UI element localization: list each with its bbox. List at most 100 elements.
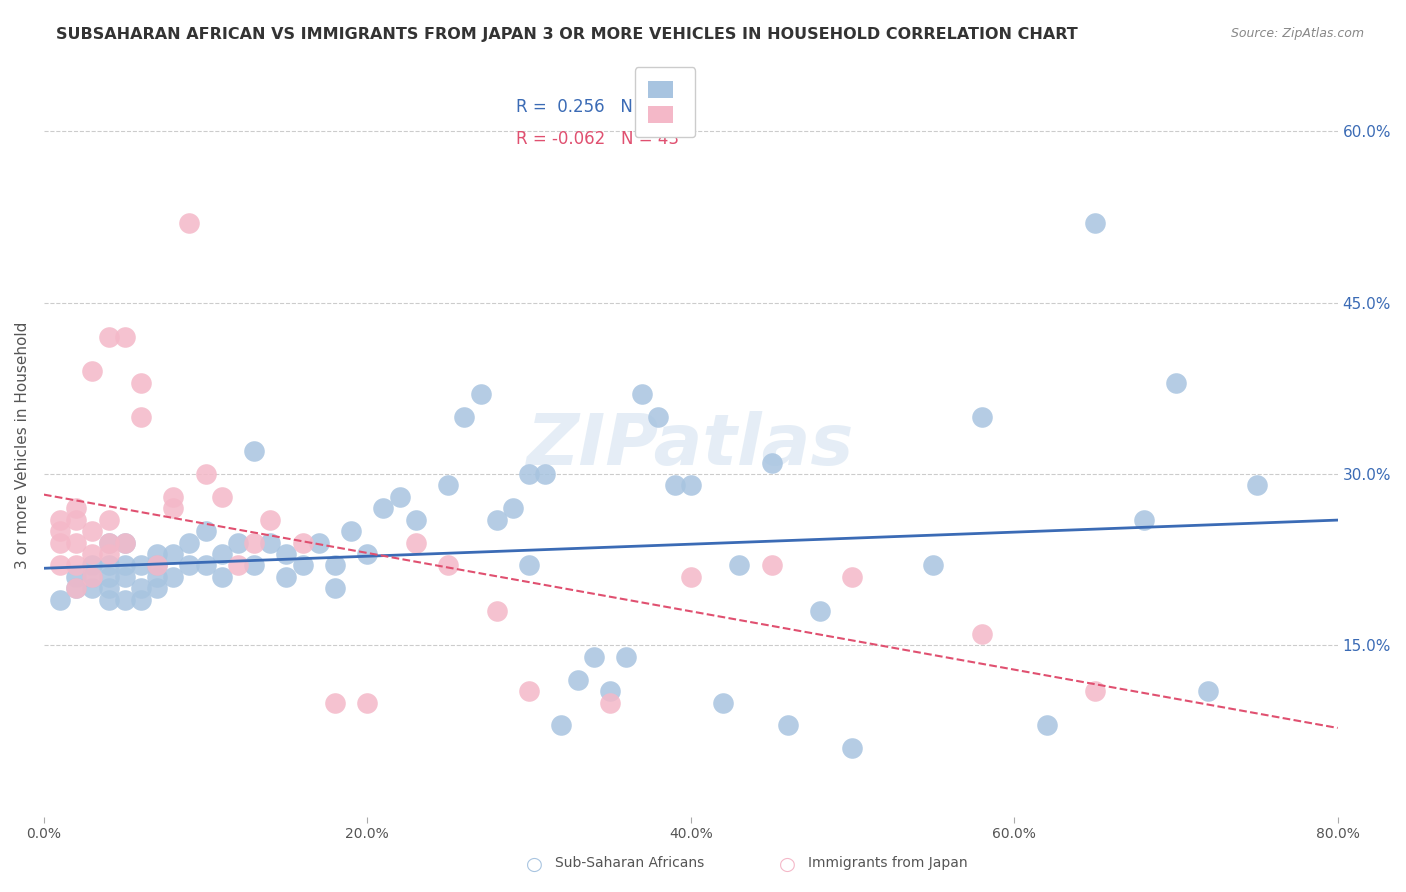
Point	[340, 524, 363, 538]
Point	[97, 582, 120, 596]
Point	[97, 547, 120, 561]
Point	[647, 409, 669, 424]
Point	[65, 582, 87, 596]
Point	[146, 558, 169, 573]
Point	[82, 570, 104, 584]
Point	[65, 570, 87, 584]
Point	[631, 387, 654, 401]
Point	[1084, 215, 1107, 229]
Point	[276, 570, 298, 584]
Point	[970, 627, 993, 641]
Point	[502, 501, 524, 516]
Point	[373, 501, 395, 516]
Point	[470, 387, 492, 401]
Point	[82, 364, 104, 378]
Point	[211, 570, 233, 584]
Point	[65, 501, 87, 516]
Point	[194, 558, 217, 573]
Point	[49, 524, 72, 538]
Point	[291, 558, 314, 573]
Point	[97, 535, 120, 549]
Point	[97, 513, 120, 527]
Point	[405, 535, 427, 549]
Point	[1132, 513, 1154, 527]
Point	[323, 558, 346, 573]
Point	[276, 547, 298, 561]
Point	[356, 696, 378, 710]
Point	[308, 535, 330, 549]
Point	[517, 684, 540, 698]
Point	[405, 513, 427, 527]
Point	[114, 535, 136, 549]
Text: Sub-Saharan Africans: Sub-Saharan Africans	[555, 855, 704, 870]
Point	[1197, 684, 1219, 698]
Point	[194, 524, 217, 538]
Point	[567, 673, 589, 687]
Point	[114, 330, 136, 344]
Point	[146, 558, 169, 573]
Point	[226, 535, 249, 549]
Point	[1164, 376, 1187, 390]
Text: ○: ○	[779, 855, 796, 874]
Point	[162, 570, 184, 584]
Y-axis label: 3 or more Vehicles in Household: 3 or more Vehicles in Household	[15, 322, 30, 569]
Point	[679, 570, 702, 584]
Point	[114, 558, 136, 573]
Point	[550, 718, 572, 732]
Point	[970, 409, 993, 424]
Point	[146, 547, 169, 561]
Point	[49, 558, 72, 573]
Point	[114, 570, 136, 584]
Point	[179, 215, 201, 229]
Point	[388, 490, 411, 504]
Point	[259, 513, 281, 527]
Point	[114, 535, 136, 549]
Point	[599, 696, 621, 710]
Point	[179, 558, 201, 573]
Point	[49, 513, 72, 527]
Point	[162, 490, 184, 504]
Point	[97, 535, 120, 549]
Point	[679, 478, 702, 492]
Point	[776, 718, 799, 732]
Point	[82, 547, 104, 561]
Point	[49, 592, 72, 607]
Point	[243, 444, 266, 458]
Point	[517, 558, 540, 573]
Point	[97, 592, 120, 607]
Text: Immigrants from Japan: Immigrants from Japan	[808, 855, 969, 870]
Point	[97, 570, 120, 584]
Point	[211, 547, 233, 561]
Text: ○: ○	[526, 855, 543, 874]
Point	[82, 570, 104, 584]
Point	[114, 592, 136, 607]
Point	[841, 570, 863, 584]
Point	[761, 456, 783, 470]
Point	[485, 604, 508, 618]
Point	[129, 558, 152, 573]
Point	[437, 478, 460, 492]
Point	[323, 582, 346, 596]
Text: SUBSAHARAN AFRICAN VS IMMIGRANTS FROM JAPAN 3 OR MORE VEHICLES IN HOUSEHOLD CORR: SUBSAHARAN AFRICAN VS IMMIGRANTS FROM JA…	[56, 27, 1078, 42]
Point	[761, 558, 783, 573]
Point	[162, 547, 184, 561]
Point	[65, 558, 87, 573]
Point	[356, 547, 378, 561]
Point	[485, 513, 508, 527]
Point	[146, 570, 169, 584]
Point	[82, 524, 104, 538]
Point	[65, 513, 87, 527]
Point	[129, 592, 152, 607]
Point	[82, 558, 104, 573]
Point	[664, 478, 686, 492]
Point	[437, 558, 460, 573]
Text: Source: ZipAtlas.com: Source: ZipAtlas.com	[1230, 27, 1364, 40]
Text: R = -0.062   N = 43: R = -0.062 N = 43	[516, 130, 679, 148]
Point	[194, 467, 217, 481]
Point	[922, 558, 945, 573]
Point	[129, 582, 152, 596]
Point	[1035, 718, 1057, 732]
Point	[97, 330, 120, 344]
Point	[226, 558, 249, 573]
Text: ZIPatlas: ZIPatlas	[527, 411, 855, 480]
